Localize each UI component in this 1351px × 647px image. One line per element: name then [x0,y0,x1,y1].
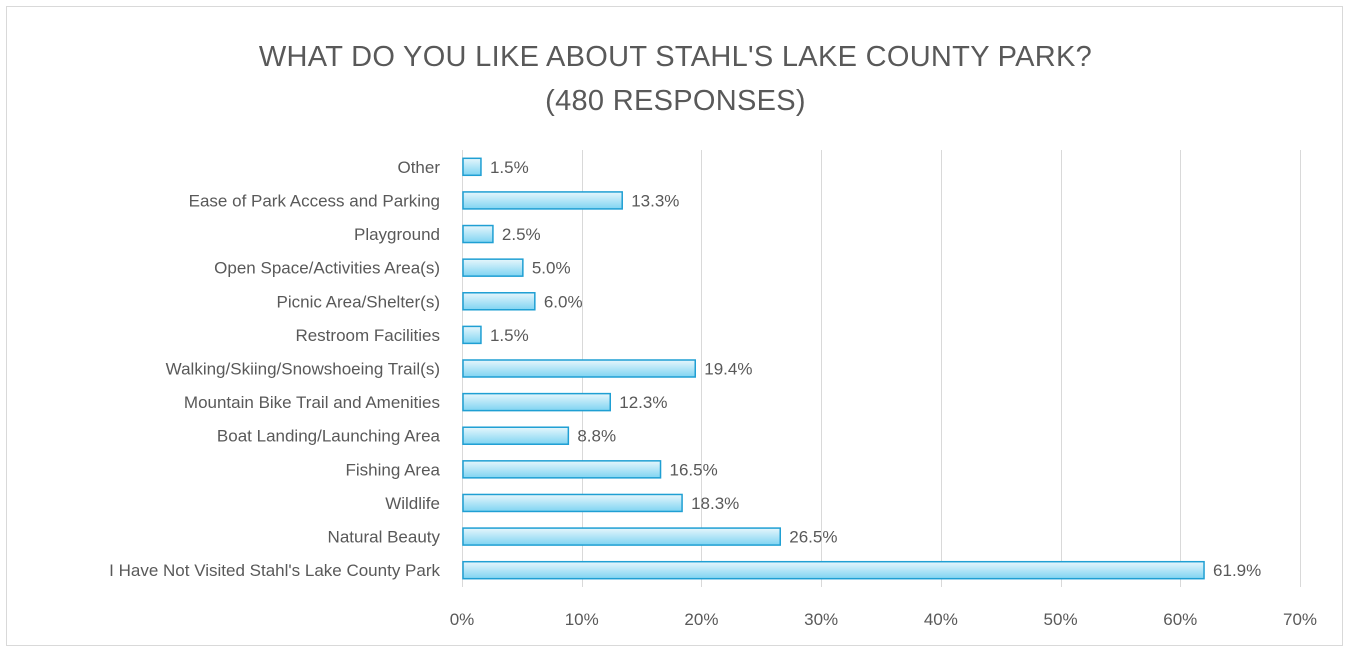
x-tick-label-30: 30% [804,610,838,629]
category-label-2: Ease of Park Access and Parking [189,191,440,210]
gridlines [462,150,1301,587]
x-tick-label-70: 70% [1283,610,1317,629]
bar-1 [462,157,482,177]
data-label-5: 6.0% [544,292,583,311]
bar-5 [462,292,536,311]
data-label-6: 1.5% [490,326,529,345]
data-label-2: 13.3% [631,191,679,210]
bar-2 [462,191,623,210]
x-tick-label-20: 20% [684,610,718,629]
chart-title: WHAT DO YOU LIKE ABOUT STAHL'S LAKE COUN… [7,35,1344,123]
category-label-13: I Have Not Visited Stahl's Lake County P… [109,561,440,580]
data-label-13: 61.9% [1213,561,1261,580]
category-label-4: Open Space/Activities Area(s) [214,259,440,278]
x-tick-label-50: 50% [1044,610,1078,629]
chart-title-line1: WHAT DO YOU LIKE ABOUT STAHL'S LAKE COUN… [258,41,1093,73]
data-label-8: 12.3% [619,393,667,412]
data-label-4: 5.0% [532,259,571,278]
category-label-9: Boat Landing/Launching Area [217,427,441,446]
data-label-12: 26.5% [789,528,837,547]
category-label-3: Playground [354,225,440,244]
category-label-11: Wildlife [385,494,440,513]
chart-title-line2: (480 RESPONSES) [545,85,806,117]
category-label-5: Picnic Area/Shelter(s) [277,292,440,311]
x-tick-label-10: 10% [565,610,599,629]
data-labels: 1.5% 13.3% 2.5% 5.0% 6.0% 1.5% 19.4% 12.3%8.8% 1… [490,158,1261,580]
data-label-3: 2.5% [502,225,541,244]
category-label-8: Mountain Bike Trail and Amenities [184,393,440,412]
data-label-1: 1.5% [490,158,529,177]
bar-7 [462,359,696,378]
bar-10 [462,460,662,479]
category-label-7: Walking/Skiing/Snowshoeing Trail(s) [166,360,440,379]
category-label-10: Fishing Area [346,460,441,479]
bar-4 [462,258,524,277]
category-label-6: Restroom Facilities [295,326,440,345]
bars [462,157,1205,580]
x-tick-label-0: 0% [450,610,475,629]
bar-6 [462,325,482,345]
bar-8 [462,392,611,412]
category-labels: Other Ease of Park Access and Parking Play… [109,158,440,580]
data-label-7: 19.4% [704,360,752,379]
x-axis-ticks: 0% 10% 20% 30% 40% 50% 60% 70% [450,610,1317,629]
data-label-11: 18.3% [691,494,739,513]
bar-13 [462,560,1205,580]
bar-3 [462,224,494,244]
bar-11 [462,493,683,513]
category-label-12: Natural Beauty [328,528,441,547]
data-label-9: 8.8% [577,427,616,446]
data-label-10: 16.5% [670,460,718,479]
x-tick-label-60: 60% [1163,610,1197,629]
category-label-1: Other [397,158,440,177]
bar-9 [462,426,570,445]
x-tick-label-40: 40% [924,610,958,629]
bar-12 [462,527,781,546]
